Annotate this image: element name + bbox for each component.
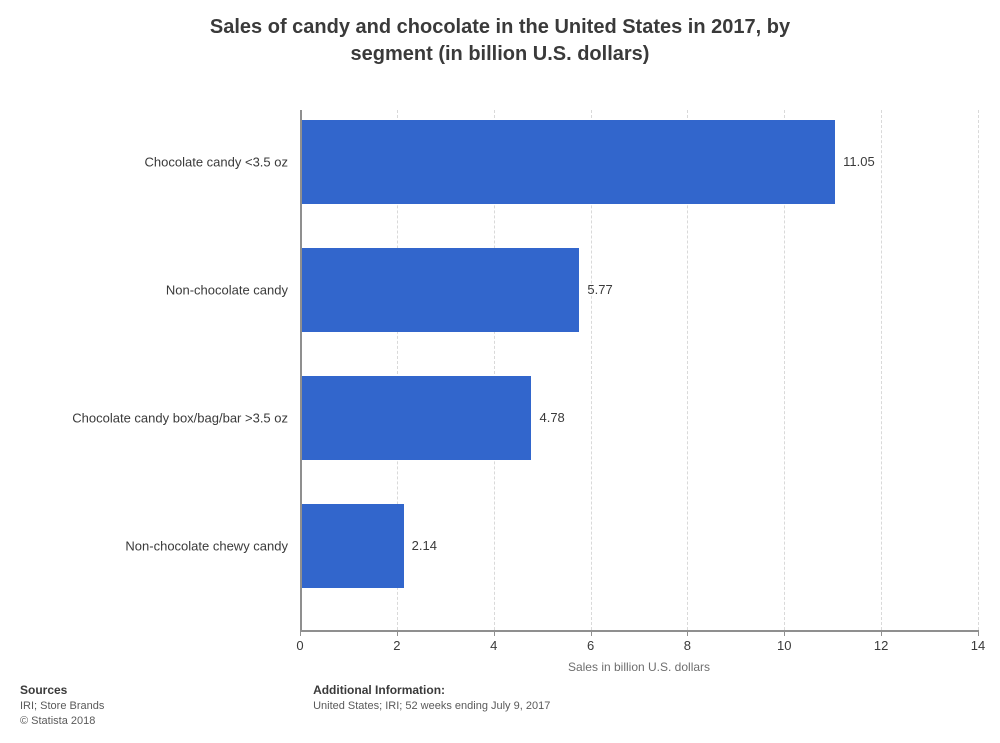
bar-value-label: 5.77 <box>587 282 612 297</box>
x-axis-line <box>300 630 978 632</box>
chart-title: Sales of candy and chocolate in the Unit… <box>0 0 1000 76</box>
grid-line <box>881 110 882 630</box>
chart-area: 0 2 4 6 8 10 12 14 11.05 Chocolate candy <3.5 oz 5… <box>0 90 1000 650</box>
additional-info-line-1: United States; IRI; 52 weeks ending July… <box>313 699 550 714</box>
x-tick-label: 10 <box>777 630 791 653</box>
category-label: Chocolate candy box/bag/bar >3.5 oz <box>72 411 300 426</box>
bar <box>302 120 835 204</box>
bar-value-label: 2.14 <box>412 538 437 553</box>
x-tick-label: 14 <box>971 630 985 653</box>
bar <box>302 504 404 588</box>
bar-value-label: 11.05 <box>843 154 875 169</box>
bar <box>302 248 579 332</box>
grid-line <box>978 110 979 630</box>
footer: Sources IRI; Store Brands © Statista 201… <box>20 683 980 729</box>
x-tick-label: 4 <box>490 630 497 653</box>
category-label: Non-chocolate candy <box>166 283 300 298</box>
bar <box>302 376 531 460</box>
plot-region: 0246810121411.05Chocolate candy <3.5 oz5… <box>300 110 978 630</box>
x-tick-label: 6 <box>587 630 594 653</box>
sources-block: Sources IRI; Store Brands © Statista 201… <box>20 683 310 729</box>
x-axis-title: Sales in billion U.S. dollars <box>568 660 710 674</box>
additional-info-heading: Additional Information: <box>313 683 550 697</box>
chart-container: Sales of candy and chocolate in the Unit… <box>0 0 1000 743</box>
category-label: Non-chocolate chewy candy <box>125 539 300 554</box>
additional-info-block: Additional Information: United States; I… <box>313 683 550 714</box>
x-tick-label: 0 <box>296 630 303 653</box>
sources-line-2: © Statista 2018 <box>20 714 310 729</box>
x-tick-label: 12 <box>874 630 888 653</box>
bar-value-label: 4.78 <box>539 410 564 425</box>
title-line-1: Sales of candy and chocolate in the Unit… <box>40 14 960 41</box>
sources-heading: Sources <box>20 683 310 697</box>
title-line-2: segment (in billion U.S. dollars) <box>40 41 960 68</box>
sources-line-1: IRI; Store Brands <box>20 699 310 714</box>
x-tick-label: 2 <box>393 630 400 653</box>
category-label: Chocolate candy <3.5 oz <box>145 155 300 170</box>
x-tick-label: 8 <box>684 630 691 653</box>
